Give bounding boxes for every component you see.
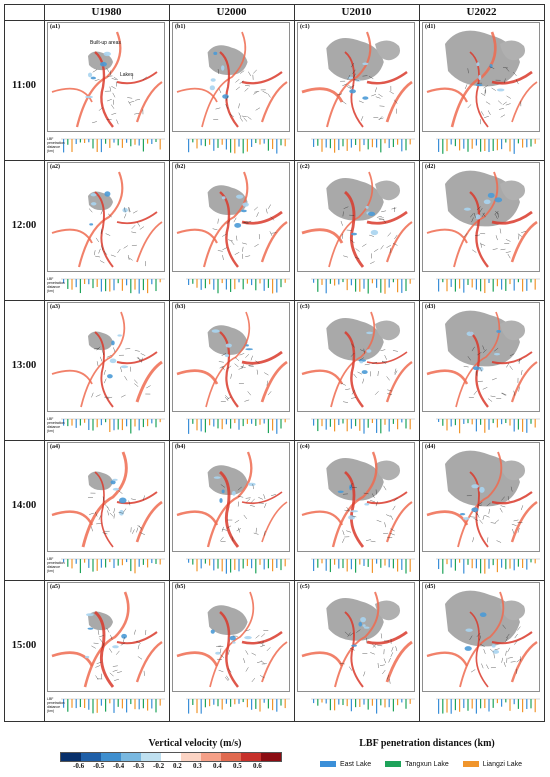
- panel-label: (d1): [425, 24, 436, 30]
- map-panel: (d3): [422, 302, 540, 438]
- lbf-legend: LBF penetration distances (km) East Lake…: [312, 738, 542, 772]
- map-panel: (a5) LBF penetration distance (km): [47, 582, 165, 718]
- panel-label: (c2): [300, 164, 310, 170]
- column-header-u2022: U2022: [466, 6, 497, 18]
- panel-label: (c3): [300, 304, 310, 310]
- row-time-label: 14:00: [11, 500, 37, 511]
- map-panel: (b3): [172, 302, 290, 438]
- vv-color-step: [121, 753, 141, 761]
- vv-tick-label: -0.6: [73, 762, 85, 770]
- bar-axis-label: LBF penetration distance (km): [47, 557, 65, 573]
- grid-line: [294, 4, 295, 722]
- map-panel: (c2): [297, 162, 415, 298]
- map-panel: (d5): [422, 582, 540, 718]
- panel-label: (d2): [425, 164, 436, 170]
- map-panel: (a3) LBF penetration distance (km): [47, 302, 165, 438]
- vertical-velocity-legend: Vertical velocity (m/s) -0.6 -0.5 -0.4 -0.3…: [50, 738, 300, 772]
- grid-line: [4, 20, 545, 21]
- panel-label: (d5): [425, 584, 436, 590]
- grid-line: [44, 4, 45, 722]
- map-panel: (d4): [422, 442, 540, 578]
- map-panel: (b1): [172, 22, 290, 158]
- vv-color-step: [161, 753, 181, 761]
- grid-line: [4, 300, 545, 301]
- panel-label: (b2): [175, 164, 186, 170]
- panel-label: (a5): [50, 584, 60, 590]
- vv-tick-label: -0.4: [113, 762, 125, 770]
- panel-label: (a1): [50, 24, 60, 30]
- map-panel: (b5): [172, 582, 290, 718]
- vv-color-step: [241, 753, 261, 761]
- grid-line: [4, 160, 545, 161]
- panel-label: (d3): [425, 304, 436, 310]
- row-time-label: 12:00: [11, 220, 37, 231]
- bar-axis-label: LBF penetration distance (km): [47, 277, 65, 293]
- vv-color-step: [141, 753, 161, 761]
- panel-label: (d4): [425, 444, 436, 450]
- vv-legend-title: Vertical velocity (m/s): [148, 738, 242, 749]
- map-panel: (c3): [297, 302, 415, 438]
- map-panel: (c4): [297, 442, 415, 578]
- vv-tick-label: -0.3: [133, 762, 145, 770]
- vv-tick-label: -0.5: [93, 762, 105, 770]
- builtup-annotation: Built-up areas: [90, 40, 121, 46]
- panel-label: (c4): [300, 444, 310, 450]
- lakes-annotation: Lakes: [120, 72, 134, 78]
- lbf-legend-item: Liangzi Lake: [462, 761, 522, 768]
- bar-axis-label: LBF penetration distance (km): [47, 417, 65, 433]
- vv-color-step: [61, 753, 81, 761]
- row-time-label: 15:00: [11, 640, 37, 651]
- vv-color-step: [221, 753, 241, 761]
- grid-line: [419, 4, 420, 722]
- grid-line: [4, 440, 545, 441]
- grid-line: [169, 4, 170, 722]
- map-panel: (a1) LBF penetration distance (km): [47, 22, 165, 158]
- panel-label: (a2): [50, 164, 60, 170]
- vv-tick-label: 0.3: [193, 762, 202, 770]
- lbf-legend-item: East Lake: [320, 761, 371, 768]
- map-panel: (a4) LBF penetration distance (km): [47, 442, 165, 578]
- row-time-label: 13:00: [11, 360, 37, 371]
- column-header-u2000: U2000: [216, 6, 247, 18]
- panel-label: (a3): [50, 304, 60, 310]
- figure-frame: [4, 4, 545, 722]
- lbf-legend-title: LBF penetration distances (km): [359, 738, 495, 749]
- panel-label: (b5): [175, 584, 186, 590]
- east-lake-swatch: [320, 761, 336, 767]
- vv-color-step: [181, 753, 201, 761]
- panel-label: (c5): [300, 584, 310, 590]
- map-panel: (c5): [297, 582, 415, 718]
- map-panel: (d2): [422, 162, 540, 298]
- vv-tick-label: 0.5: [233, 762, 242, 770]
- tangxun-lake-swatch: [385, 761, 402, 767]
- vv-colorbar: [60, 752, 282, 762]
- vv-tick-label: 0.6: [253, 762, 262, 770]
- bar-axis-label: LBF penetration distance (km): [47, 697, 65, 713]
- vv-color-step: [101, 753, 121, 761]
- panel-label: (a4): [50, 444, 60, 450]
- panel-label: (b3): [175, 304, 186, 310]
- panel-label: (b4): [175, 444, 186, 450]
- vv-color-step: [81, 753, 101, 761]
- map-panel: (c1): [297, 22, 415, 158]
- liangzi-lake-swatch: [462, 761, 479, 767]
- vv-color-step: [201, 753, 221, 761]
- vv-tick-label: 0.4: [213, 762, 222, 770]
- map-panel: (b2): [172, 162, 290, 298]
- panel-label: (b1): [175, 24, 186, 30]
- lbf-legend-item: Tangxun Lake: [385, 761, 449, 768]
- bar-axis-label: LBF penetration distance (km): [47, 137, 65, 153]
- column-header-u1980: U1980: [91, 6, 122, 18]
- row-time-label: 11:00: [12, 80, 36, 91]
- vv-tick-label: -0.2: [153, 762, 165, 770]
- map-panel: (d1): [422, 22, 540, 158]
- column-header-u2010: U2010: [341, 6, 372, 18]
- map-panel: (b4): [172, 442, 290, 578]
- vv-ticks: -0.6 -0.5 -0.4 -0.3 -0.2 0.2 0.3 0.4 0.5 0.6: [60, 762, 280, 772]
- panel-label: (c1): [300, 24, 310, 30]
- vv-tick-label: 0.2: [173, 762, 182, 770]
- grid-line: [4, 580, 545, 581]
- vv-color-step: [261, 753, 281, 761]
- map-panel: (a2) LBF penetration distance (km): [47, 162, 165, 298]
